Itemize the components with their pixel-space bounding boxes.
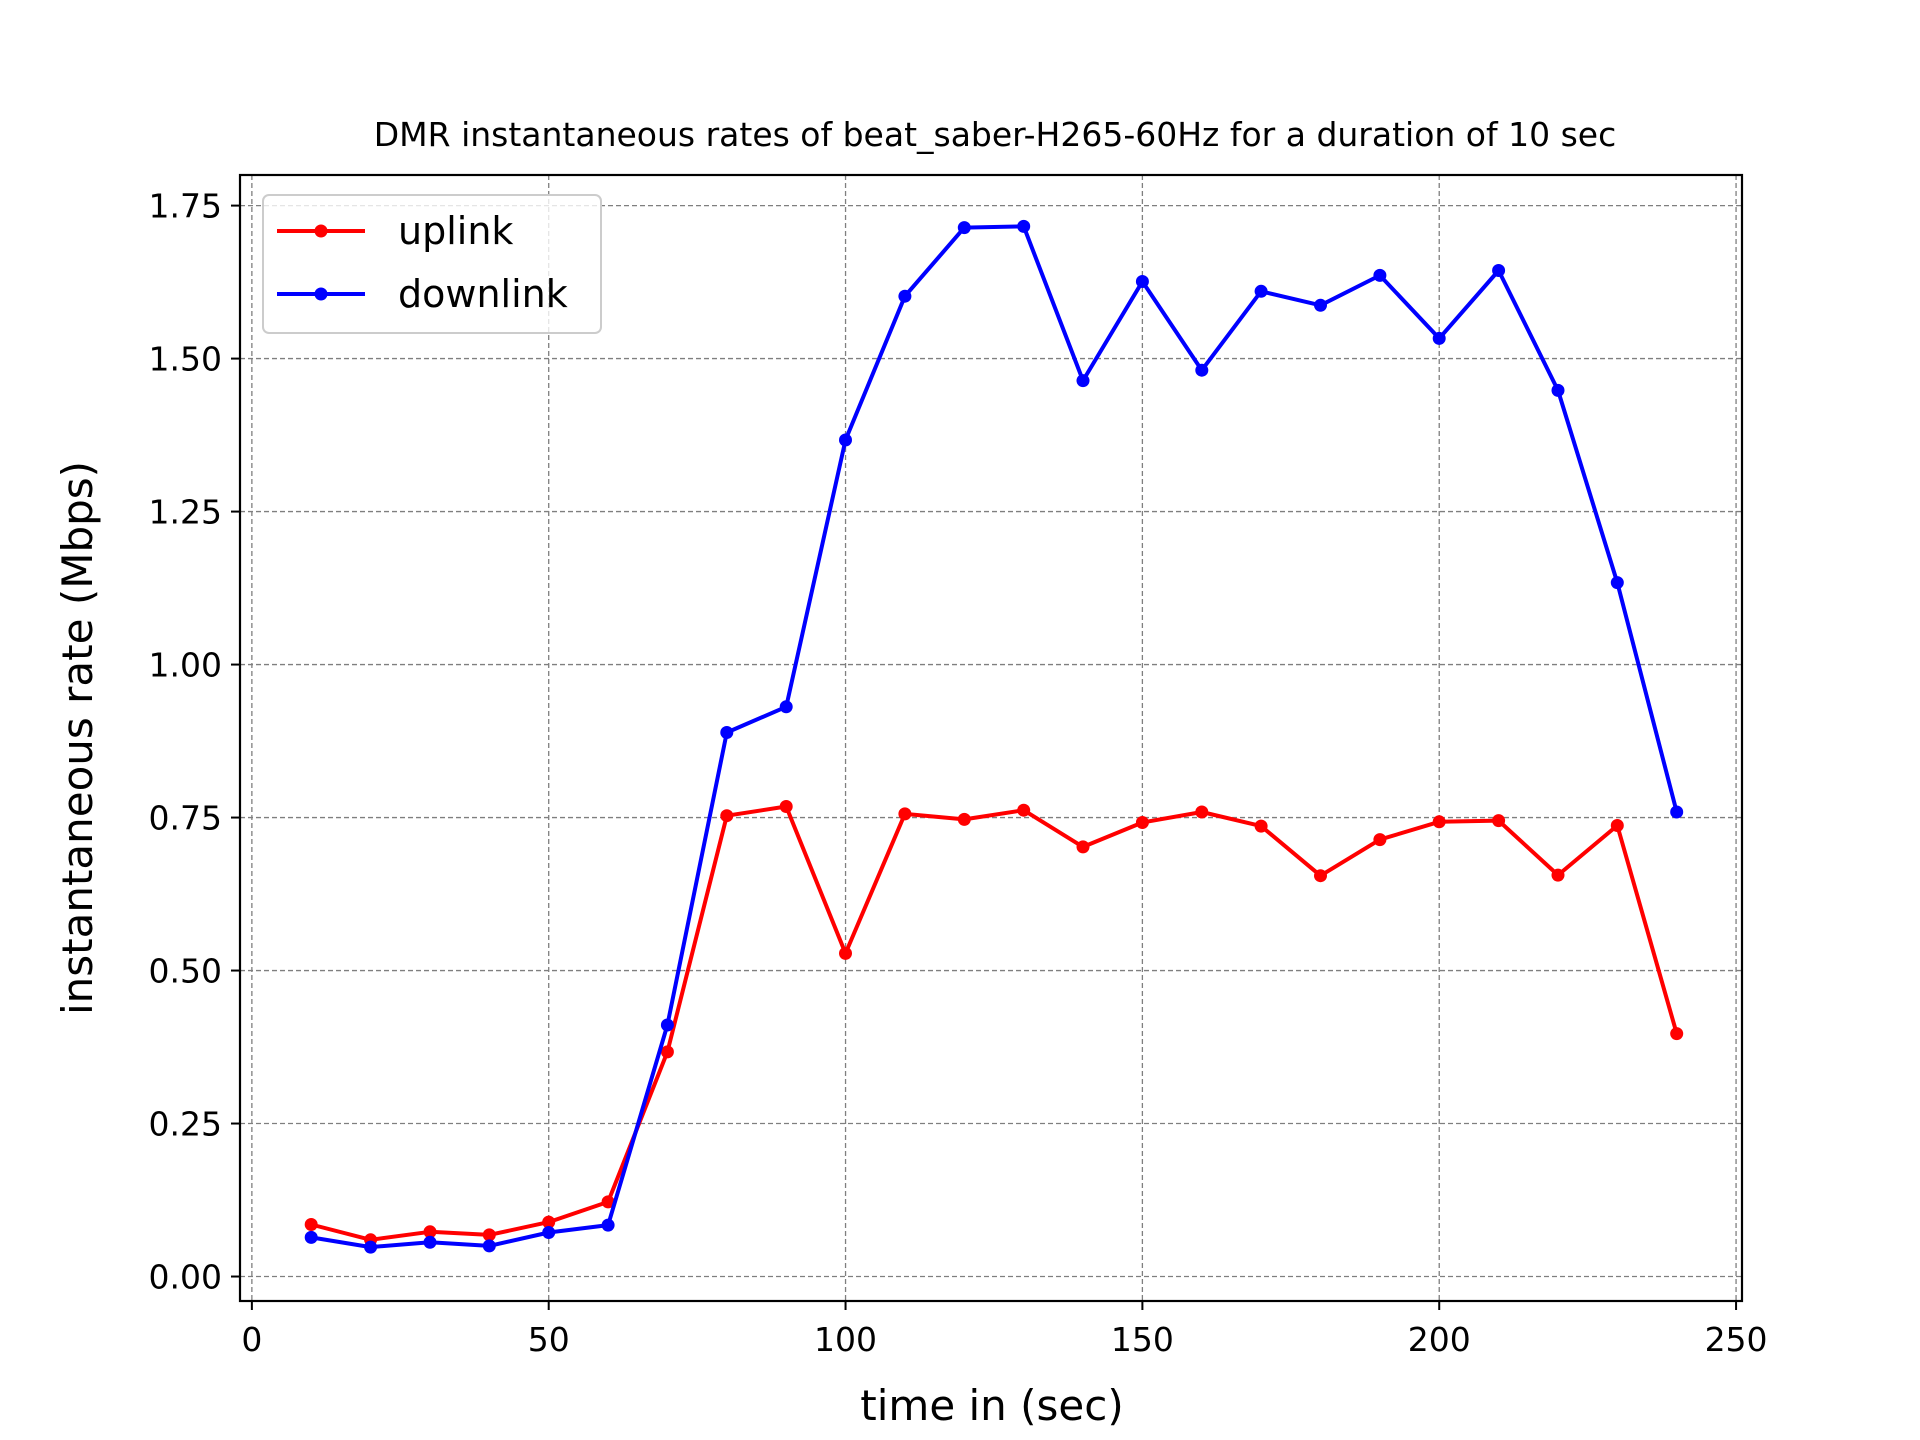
downlink-point xyxy=(304,1230,318,1244)
downlink-point xyxy=(660,1018,674,1032)
uplink-point xyxy=(839,946,852,960)
uplink-point xyxy=(1017,803,1031,817)
y-tick-label: 0.50 xyxy=(149,952,222,991)
uplink-point xyxy=(779,800,793,813)
legend: uplink downlink xyxy=(262,194,602,334)
y-tick-label: 1.00 xyxy=(149,646,222,685)
downlink-point xyxy=(423,1235,437,1249)
uplink-point xyxy=(898,807,912,821)
uplink-point xyxy=(720,809,734,823)
downlink-point xyxy=(957,221,971,235)
uplink-point xyxy=(1254,819,1268,833)
downlink-point xyxy=(1254,284,1268,298)
downlink-line xyxy=(310,224,1679,1250)
x-tick-label: 100 xyxy=(814,1320,877,1359)
uplink-point xyxy=(1373,833,1387,847)
uplink-point xyxy=(1492,814,1506,828)
downlink-point xyxy=(601,1218,615,1232)
y-tick-label: 1.75 xyxy=(149,187,222,226)
uplink-point xyxy=(542,1215,556,1229)
uplink-line xyxy=(310,804,1679,1242)
uplink-point xyxy=(1670,1027,1684,1041)
downlink-point xyxy=(898,289,912,303)
downlink-point xyxy=(542,1226,556,1239)
downlink-point xyxy=(364,1240,378,1254)
x-tick-label: 250 xyxy=(1705,1320,1768,1359)
downlink-point xyxy=(1551,383,1565,397)
y-tick-label: 0.75 xyxy=(149,799,222,838)
uplink-point xyxy=(423,1225,437,1239)
chart-title: DMR instantaneous rates of beat_saber-H2… xyxy=(374,115,1616,154)
uplink-point xyxy=(957,812,971,826)
downlink-point xyxy=(482,1239,496,1253)
x-tick-label: 50 xyxy=(528,1320,570,1359)
y-axis-label: instantaneous rate (Mbps) xyxy=(53,461,102,1015)
uplink-point xyxy=(1551,868,1565,882)
downlink-point xyxy=(1670,805,1684,819)
uplink-point xyxy=(1135,816,1149,829)
downlink-point xyxy=(1017,219,1031,233)
x-axis-label: time in (sec) xyxy=(860,1381,1123,1430)
uplink-point xyxy=(1195,805,1209,819)
downlink-point xyxy=(1195,363,1209,377)
downlink-point xyxy=(1076,374,1090,388)
downlink-point xyxy=(779,700,793,714)
downlink-point xyxy=(1432,331,1446,345)
legend-uplink-label: uplink xyxy=(398,209,513,253)
downlink-point xyxy=(839,433,852,447)
legend-downlink-marker xyxy=(314,287,328,301)
legend-downlink-label: downlink xyxy=(398,272,568,316)
downlink-point xyxy=(1135,275,1149,288)
downlink-point xyxy=(1373,268,1387,282)
uplink-point xyxy=(601,1195,615,1209)
uplink-point xyxy=(1610,819,1624,832)
uplink-point xyxy=(660,1045,674,1059)
downlink-point xyxy=(1492,264,1506,277)
uplink-point xyxy=(482,1228,496,1242)
downlink-point xyxy=(1314,298,1327,312)
uplink-point xyxy=(304,1218,318,1231)
downlink-point xyxy=(720,726,734,739)
x-tick-label: 0 xyxy=(241,1320,262,1359)
y-tick-label: 0.00 xyxy=(149,1258,222,1297)
x-tick-label: 150 xyxy=(1111,1320,1174,1359)
data-series xyxy=(304,219,1684,1254)
y-tick-label: 1.50 xyxy=(149,340,222,379)
uplink-point xyxy=(1076,840,1090,854)
axis-ticks: 0 50 100 150 200 250 0.00 0.25 0.50 0.75 1.00 1.25 1… xyxy=(149,187,1768,1359)
x-tick-label: 200 xyxy=(1408,1320,1471,1359)
downlink-point xyxy=(1610,576,1624,590)
uplink-point xyxy=(1432,815,1446,829)
uplink-point xyxy=(1314,869,1327,883)
y-tick-label: 0.25 xyxy=(149,1105,222,1144)
legend-uplink-marker xyxy=(314,224,328,238)
y-tick-label: 1.25 xyxy=(149,493,222,532)
plot-area-frame xyxy=(238,173,1744,1303)
